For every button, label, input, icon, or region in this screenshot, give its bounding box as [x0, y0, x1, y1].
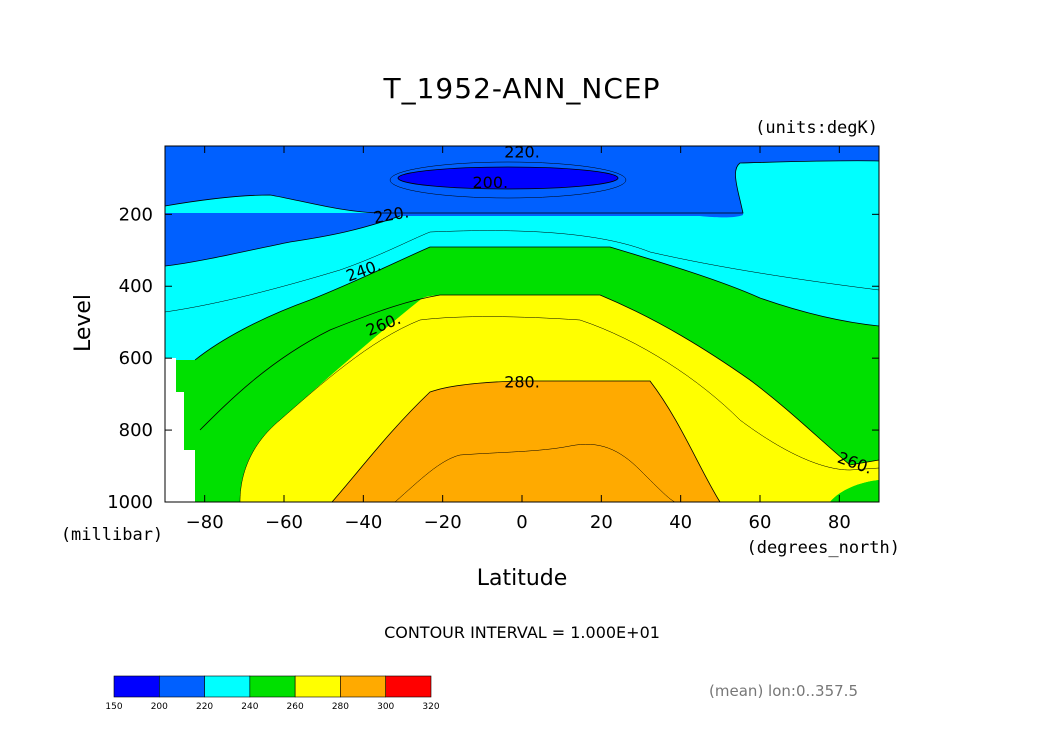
x-axis: −80 −60 −40 −20 0 20 40 60 80: [186, 146, 851, 533]
y-tick-label: 1000: [107, 492, 153, 513]
x-units-label: (degrees_north): [746, 538, 900, 558]
colorbar-swatch: [158, 675, 205, 698]
y-axis-label: Level: [71, 294, 96, 352]
chart-title: T_1952-ANN_NCEP: [383, 72, 661, 105]
colorbar-label: 300: [377, 702, 394, 712]
contour-label: 220.: [504, 142, 540, 161]
contour-label: 200.: [472, 173, 508, 192]
missing-data: [165, 358, 195, 502]
units-label: (units:degK): [755, 118, 878, 138]
colorbar-label: 150: [105, 702, 122, 712]
y-tick-label: 200: [119, 204, 153, 225]
plot-area: [164, 145, 880, 503]
x-tick-label: 60: [749, 512, 772, 533]
mean-annotation: (mean) lon:0..357.5: [709, 682, 858, 700]
colorbar-swatch: [294, 675, 341, 698]
band-280-300: [332, 381, 720, 502]
y-units-label: (millibar): [61, 525, 163, 545]
contour-label: 280.: [504, 373, 540, 392]
colorbar-swatch: [385, 675, 432, 698]
x-tick-label: −60: [265, 512, 303, 533]
x-tick-label: 40: [669, 512, 692, 533]
colorbar-swatch: [340, 675, 387, 698]
y-tick-label: 400: [119, 276, 153, 297]
x-tick-label: −40: [344, 512, 382, 533]
colorbar-label: 320: [422, 702, 439, 712]
y-axis: 200 400 600 800 1000: [107, 204, 879, 513]
colorbar-label: 220: [196, 702, 213, 712]
colorbar-label: 260: [287, 702, 304, 712]
x-tick-label: 80: [828, 512, 851, 533]
x-tick-label: 0: [516, 512, 527, 533]
contour-interval-label: CONTOUR INTERVAL = 1.000E+01: [384, 623, 660, 642]
colorbar-label: 200: [151, 702, 168, 712]
colorbar-label: 240: [241, 702, 258, 712]
x-tick-label: −20: [424, 512, 462, 533]
colorbar: 150 200 220 240 260 280 300 320: [105, 675, 440, 712]
x-tick-label: 20: [590, 512, 613, 533]
colorbar-swatch: [204, 675, 251, 698]
y-tick-label: 600: [119, 348, 153, 369]
x-axis-label: Latitude: [477, 566, 568, 591]
colorbar-label: 280: [332, 702, 349, 712]
colorbar-swatch: [249, 675, 296, 698]
y-tick-label: 800: [119, 420, 153, 441]
band-150-200: [398, 167, 618, 189]
x-tick-label: −80: [186, 512, 224, 533]
colorbar-swatch: [113, 675, 160, 698]
